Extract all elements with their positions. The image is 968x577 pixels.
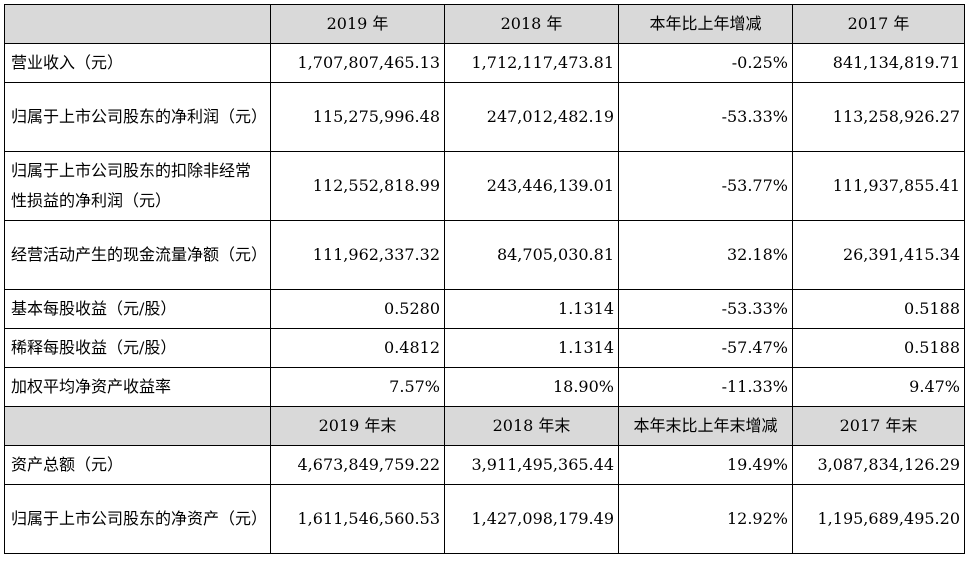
value-2018: 247,012,482.19	[444, 82, 619, 152]
value-change: 19.49%	[618, 445, 793, 485]
row-label: 稀释每股收益（元/股）	[4, 328, 271, 368]
value-2018: 1.1314	[444, 289, 619, 329]
value-2017: 0.5188	[792, 328, 965, 368]
value-change: -57.47%	[618, 328, 793, 368]
header-cell-2019: 2019 年	[270, 4, 445, 44]
row-label: 经营活动产生的现金流量净额（元）	[4, 220, 271, 290]
value-change: -53.33%	[618, 289, 793, 329]
value-2018: 1.1314	[444, 328, 619, 368]
header-cell-change: 本年比上年增减	[618, 4, 793, 44]
value-2017: 113,258,926.27	[792, 82, 965, 152]
row-label: 加权平均净资产收益率	[4, 367, 271, 407]
value-change: -0.25%	[618, 43, 793, 83]
header-row-year-end: 2019 年末 2018 年末 本年末比上年末增减 2017 年末	[4, 406, 965, 446]
value-change: -53.33%	[618, 82, 793, 152]
value-2017: 9.47%	[792, 367, 965, 407]
table-row: 加权平均净资产收益率 7.57% 18.90% -11.33% 9.47%	[4, 367, 965, 407]
value-2019: 1,611,546,560.53	[270, 484, 445, 554]
value-2018: 1,427,098,179.49	[444, 484, 619, 554]
value-2018: 84,705,030.81	[444, 220, 619, 290]
header-cell-change-end: 本年末比上年末增减	[618, 406, 793, 446]
value-2019: 4,673,849,759.22	[270, 445, 445, 485]
value-2017: 26,391,415.34	[792, 220, 965, 290]
table-row: 经营活动产生的现金流量净额（元） 111,962,337.32 84,705,0…	[4, 220, 965, 290]
value-2017: 1,195,689,495.20	[792, 484, 965, 554]
table-row: 稀释每股收益（元/股） 0.4812 1.1314 -57.47% 0.5188	[4, 328, 965, 368]
value-2018: 18.90%	[444, 367, 619, 407]
value-2018: 3,911,495,365.44	[444, 445, 619, 485]
header-cell-2019-end: 2019 年末	[270, 406, 445, 446]
table-row: 基本每股收益（元/股） 0.5280 1.1314 -53.33% 0.5188	[4, 289, 965, 329]
value-2019: 112,552,818.99	[270, 151, 445, 221]
value-2019: 115,275,996.48	[270, 82, 445, 152]
value-2018: 243,446,139.01	[444, 151, 619, 221]
table-row: 营业收入（元） 1,707,807,465.13 1,712,117,473.8…	[4, 43, 965, 83]
header-cell-blank	[4, 406, 271, 446]
value-2018: 1,712,117,473.81	[444, 43, 619, 83]
value-2019: 1,707,807,465.13	[270, 43, 445, 83]
header-cell-2017-end: 2017 年末	[792, 406, 965, 446]
table-row: 资产总额（元） 4,673,849,759.22 3,911,495,365.4…	[4, 445, 965, 485]
value-2017: 841,134,819.71	[792, 43, 965, 83]
value-change: -11.33%	[618, 367, 793, 407]
header-cell-2018-end: 2018 年末	[444, 406, 619, 446]
table-row: 归属于上市公司股东的扣除非经常性损益的净利润（元） 112,552,818.99…	[4, 151, 965, 221]
row-label: 资产总额（元）	[4, 445, 271, 485]
value-2019: 111,962,337.32	[270, 220, 445, 290]
header-cell-blank	[4, 4, 271, 44]
value-change: 12.92%	[618, 484, 793, 554]
value-2019: 0.4812	[270, 328, 445, 368]
header-row-annual: 2019 年 2018 年 本年比上年增减 2017 年	[4, 4, 965, 44]
row-label: 营业收入（元）	[4, 43, 271, 83]
row-label: 基本每股收益（元/股）	[4, 289, 271, 329]
header-cell-2017: 2017 年	[792, 4, 965, 44]
value-change: 32.18%	[618, 220, 793, 290]
header-cell-2018: 2018 年	[444, 4, 619, 44]
value-2017: 0.5188	[792, 289, 965, 329]
row-label: 归属于上市公司股东的净资产（元）	[4, 484, 271, 554]
value-2019: 0.5280	[270, 289, 445, 329]
financial-summary-table: 2019 年 2018 年 本年比上年增减 2017 年 营业收入（元） 1,7…	[4, 4, 965, 554]
row-label: 归属于上市公司股东的扣除非经常性损益的净利润（元）	[4, 151, 271, 221]
table-row: 归属于上市公司股东的净资产（元） 1,611,546,560.53 1,427,…	[4, 484, 965, 554]
value-change: -53.77%	[618, 151, 793, 221]
value-2017: 111,937,855.41	[792, 151, 965, 221]
value-2017: 3,087,834,126.29	[792, 445, 965, 485]
row-label: 归属于上市公司股东的净利润（元）	[4, 82, 271, 152]
table-row: 归属于上市公司股东的净利润（元） 115,275,996.48 247,012,…	[4, 82, 965, 152]
value-2019: 7.57%	[270, 367, 445, 407]
